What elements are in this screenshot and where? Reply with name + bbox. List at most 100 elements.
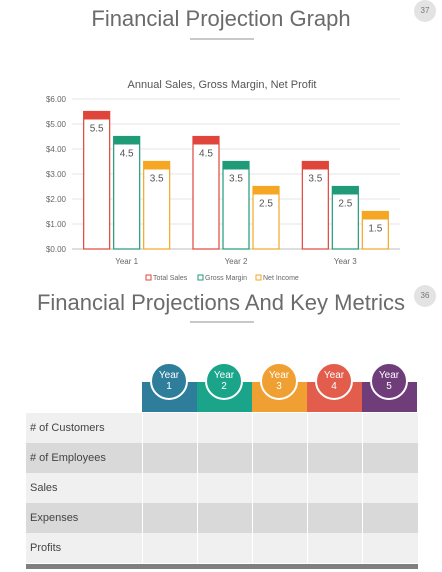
y-tick-label: $1.00 <box>46 220 67 229</box>
table-footer-bar <box>26 564 418 569</box>
data-label: 5.5 <box>90 124 104 135</box>
x-tick-label: Year 3 <box>334 257 357 266</box>
table-cell <box>142 413 197 443</box>
table-cell <box>362 443 417 473</box>
bar-cap <box>113 136 140 145</box>
bar-cap <box>302 161 329 170</box>
table-cell <box>142 473 197 503</box>
page-number-badge: 37 <box>414 0 436 22</box>
row-label: # of Customers <box>30 422 105 434</box>
table-cell <box>307 443 362 473</box>
slide-key-metrics: Financial Projections And Key Metrics 36… <box>0 285 442 572</box>
row-label: Expenses <box>30 512 79 524</box>
page-number-badge: 36 <box>414 285 436 307</box>
x-tick-label: Year 1 <box>115 257 138 266</box>
data-label: 4.5 <box>199 149 213 160</box>
bar-net-income <box>252 185 280 250</box>
row-label: # of Employees <box>30 452 106 464</box>
page-title: Financial Projection Graph <box>91 6 351 31</box>
y-tick-label: $6.00 <box>46 95 67 104</box>
year-badge: Year 5 <box>370 362 408 400</box>
table-cell <box>142 443 197 473</box>
bar-cap <box>362 211 389 220</box>
bar-cap <box>193 136 219 145</box>
table-cell <box>362 413 417 443</box>
y-tick-label: $0.00 <box>46 245 67 254</box>
table-cell <box>197 413 252 443</box>
legend-label: Net Income <box>263 275 299 282</box>
table-cell <box>307 473 362 503</box>
table-cell <box>307 533 362 563</box>
year-badge-label: Year <box>323 370 345 381</box>
sales-margin-profit-chart: Annual Sales, Gross Margin, Net Profit $… <box>46 79 400 282</box>
bar-total-sales <box>192 135 220 250</box>
table-cell <box>197 533 252 563</box>
table-cell <box>252 443 307 473</box>
data-label: 2.5 <box>259 199 273 210</box>
row-label: Sales <box>30 482 58 494</box>
y-tick-label: $2.00 <box>46 195 67 204</box>
data-label: 3.5 <box>150 174 164 185</box>
table-cell <box>197 443 252 473</box>
data-label: 4.5 <box>120 149 134 160</box>
data-label: 3.5 <box>308 174 322 185</box>
table-cell <box>252 473 307 503</box>
table-cell <box>307 503 362 533</box>
bar-cap <box>83 111 110 120</box>
legend-label: Gross Margin <box>205 275 247 282</box>
legend-swatch <box>145 274 152 281</box>
table-cell <box>252 413 307 443</box>
data-label: 2.5 <box>338 199 352 210</box>
table-cell <box>197 473 252 503</box>
table-row: # of Customers <box>26 413 418 443</box>
bar-gross-margin <box>113 135 141 250</box>
table-cell <box>252 533 307 563</box>
data-label: 3.5 <box>229 174 243 185</box>
table-row: Expenses <box>26 503 418 533</box>
table-cell <box>307 413 362 443</box>
year-badge-label: Year <box>378 370 400 381</box>
y-tick-label: $4.00 <box>46 145 67 154</box>
year-badge: Year 1 <box>150 362 188 400</box>
page-title: Financial Projections And Key Metrics <box>36 290 406 315</box>
year-badge-label: Year <box>213 370 235 381</box>
table-cell <box>362 503 417 533</box>
bar-cap <box>143 161 170 170</box>
bar-total-sales <box>83 110 111 250</box>
legend-swatch <box>197 274 204 281</box>
row-label: Profits <box>30 542 62 554</box>
y-tick-label: $3.00 <box>46 170 67 179</box>
legend-label: Total Sales <box>153 275 188 282</box>
year-badge-number: 5 <box>386 381 392 392</box>
title-underline <box>190 321 254 323</box>
table-row: Sales <box>26 473 418 503</box>
table-cell <box>142 533 197 563</box>
chart-title: Annual Sales, Gross Margin, Net Profit <box>128 79 317 91</box>
year-badge-label: Year <box>268 370 290 381</box>
table-cell <box>252 503 307 533</box>
year-badge-number: 2 <box>221 381 227 392</box>
year-badge: Year 4 <box>315 362 353 400</box>
bar-gross-margin <box>331 185 359 250</box>
y-tick-label: $5.00 <box>46 120 67 129</box>
x-tick-label: Year 2 <box>225 257 248 266</box>
bar-cap <box>332 186 359 195</box>
table-row: Profits <box>26 533 418 563</box>
year-badge-number: 1 <box>166 381 172 392</box>
year-badge-number: 3 <box>276 381 282 392</box>
bar-cap <box>253 186 279 195</box>
slide-financial-projection-graph: Financial Projection Graph 37 Annual Sal… <box>46 0 436 282</box>
table-cell <box>197 503 252 533</box>
year-badge: Year 2 <box>205 362 243 400</box>
year-badge-label: Year <box>158 370 180 381</box>
year-badge: Year 3 <box>260 362 298 400</box>
table-row: # of Employees <box>26 443 418 473</box>
table-cell <box>142 503 197 533</box>
data-label: 1.5 <box>368 224 382 235</box>
table-cell <box>362 533 417 563</box>
table-cell <box>362 473 417 503</box>
legend-swatch <box>255 274 262 281</box>
bar-cap <box>223 161 249 170</box>
title-underline <box>190 38 254 40</box>
year-badge-number: 4 <box>331 381 337 392</box>
